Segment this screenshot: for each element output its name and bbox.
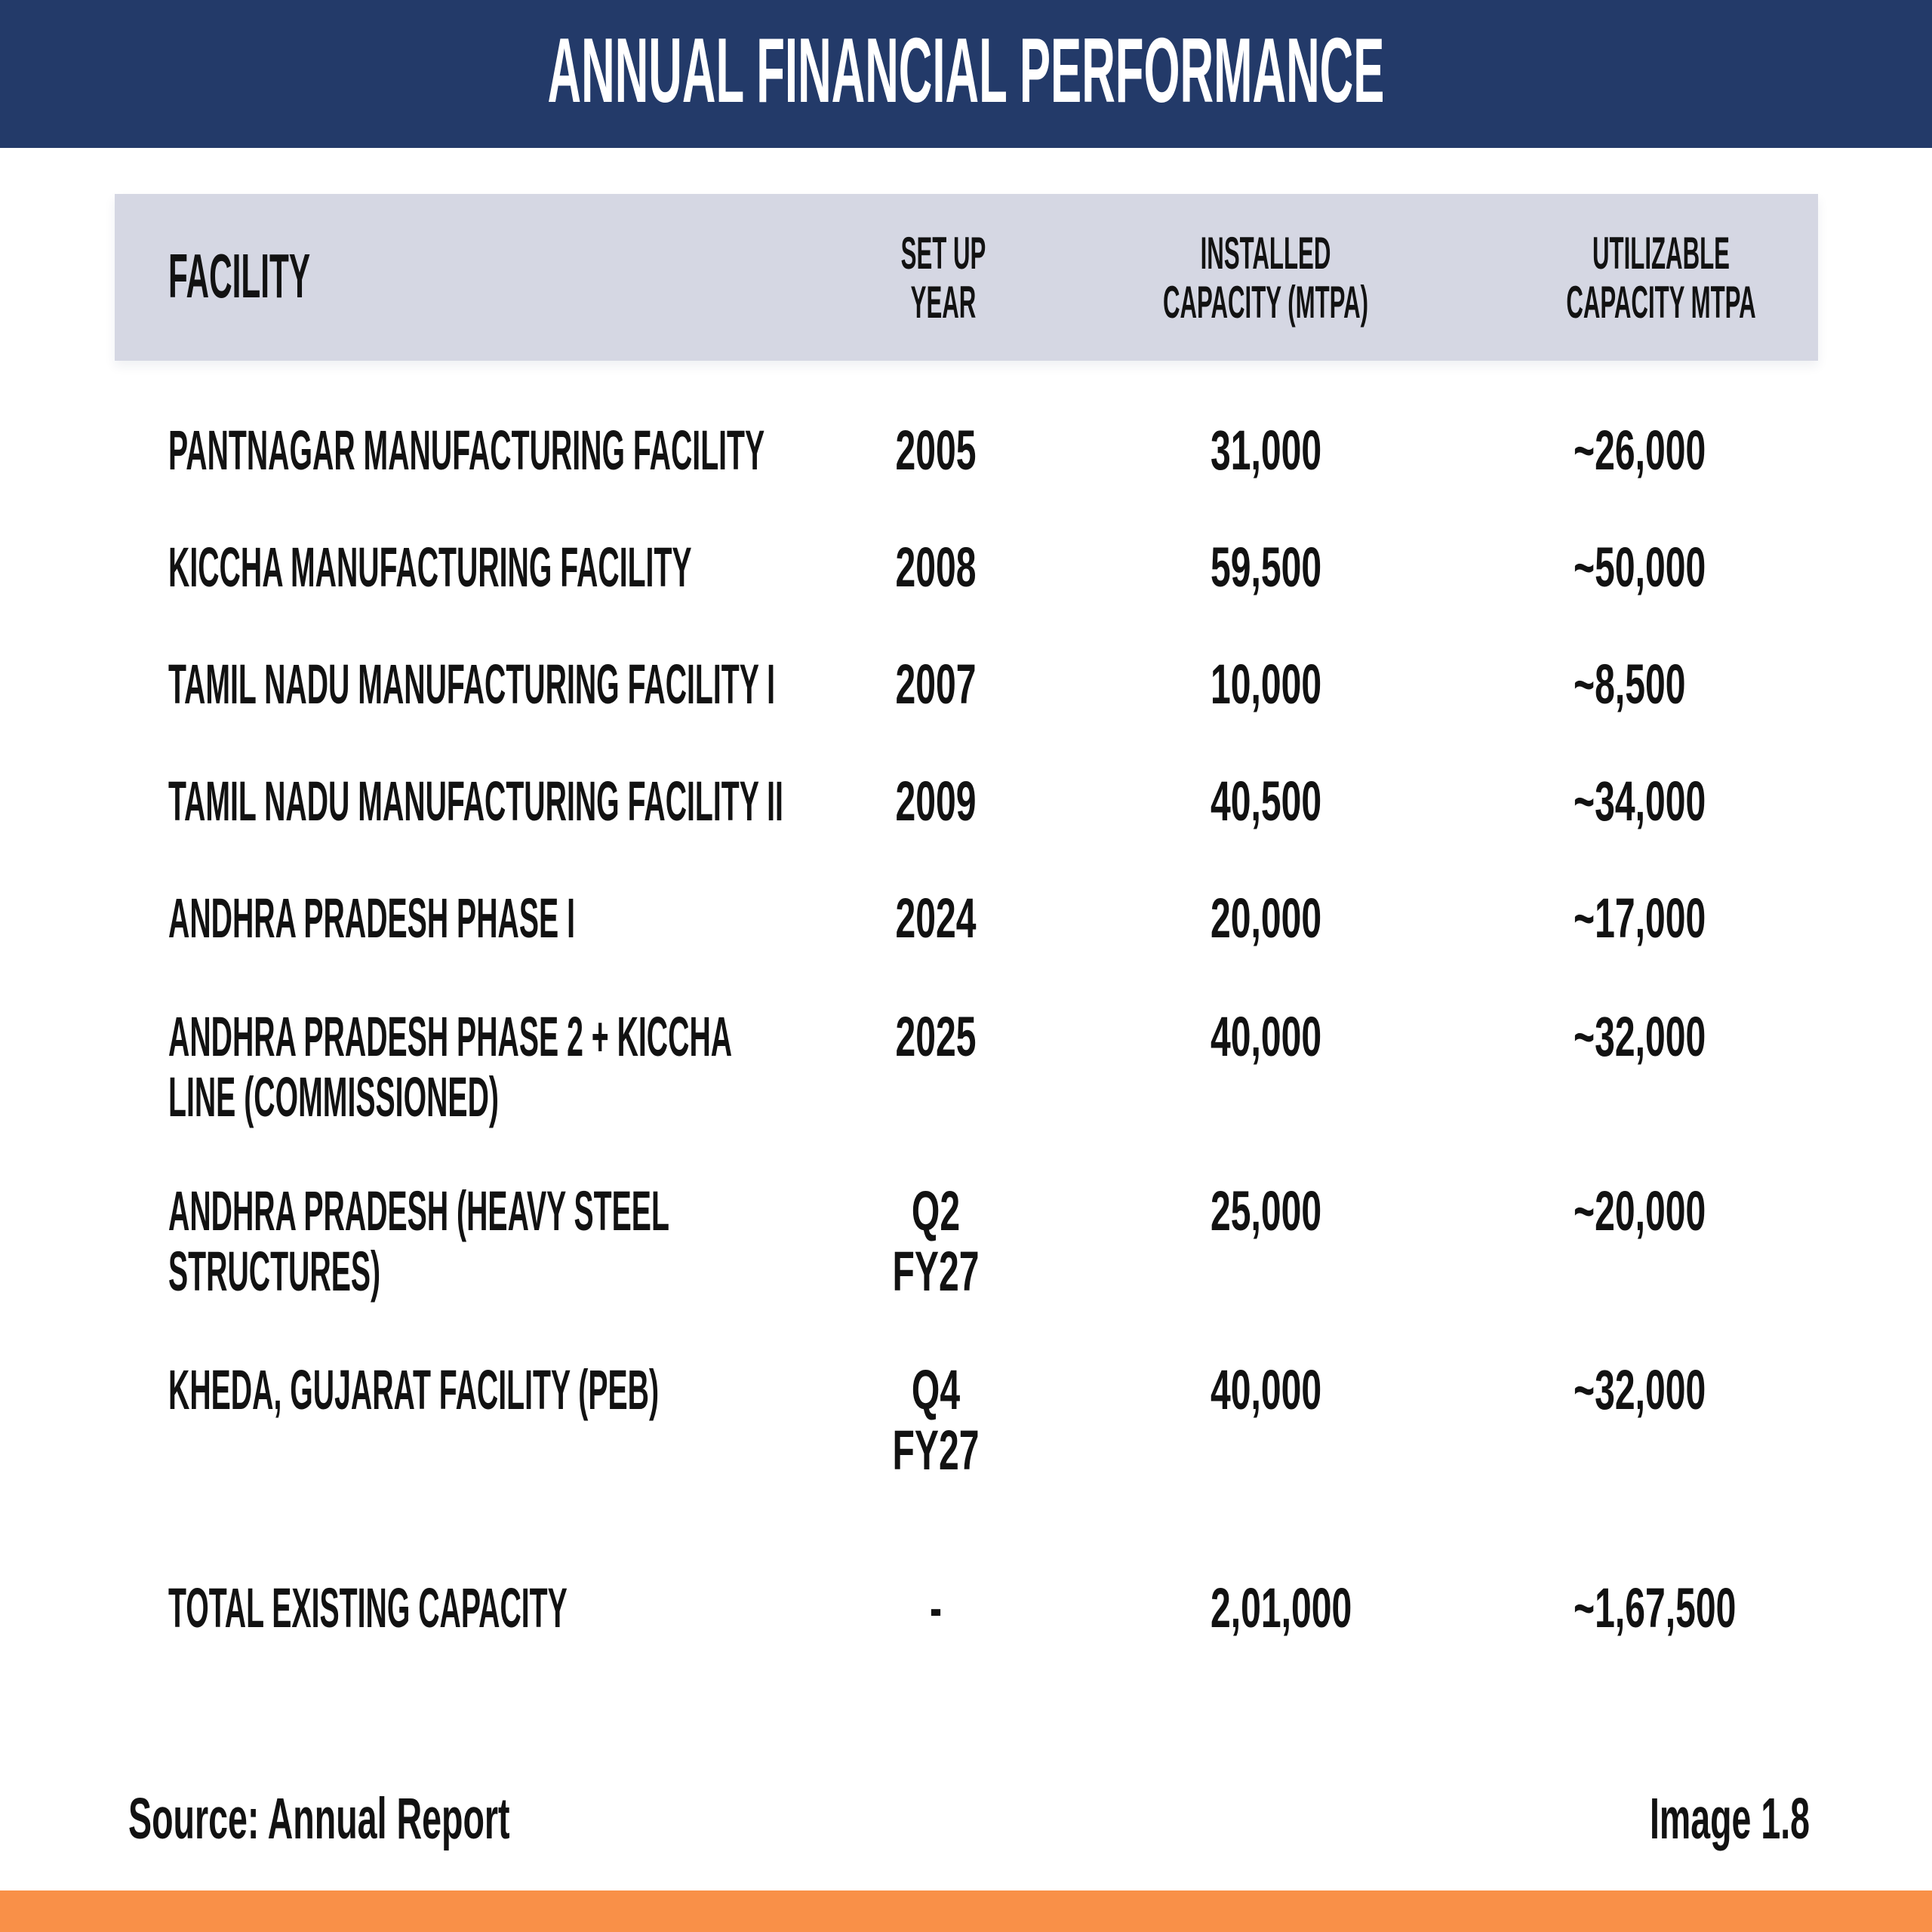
column-header-utilizable-capacity: UTILIZABLE CAPACITY MTPA (1566, 229, 1755, 327)
setup-year-cell: Q4 FY27 (893, 1360, 980, 1481)
cell-line: Q2 (911, 1180, 961, 1242)
setup-year-cell: 2008 (895, 537, 976, 598)
cell-line: TAMIL NADU MANUFACTURING FACILITY II (168, 770, 783, 832)
installed-capacity-cell: 31,000 (1211, 419, 1322, 481)
column-header-line: INSTALLED (1200, 228, 1331, 278)
column-header-line: YEAR (910, 277, 977, 328)
cell-line: ANDHRA PRADESH (HEAVY STEEL (168, 1180, 669, 1242)
cell-line: Q4 (911, 1358, 961, 1421)
installed-capacity-cell: 2,01,000 (1211, 1577, 1352, 1639)
installed-capacity-cell: 25,000 (1211, 1180, 1322, 1242)
utilizable-capacity-cell: ~50,000 (1574, 536, 1706, 598)
setup-year-cell: 2009 (895, 771, 976, 832)
facility-cell: PANTNAGAR MANUFACTURING FACILITY (168, 420, 764, 481)
utilizable-capacity-cell: ~1,67,500 (1574, 1577, 1737, 1639)
utilizable-capacity-cell: ~26,000 (1574, 419, 1706, 481)
setup-year-cell: 2007 (895, 654, 976, 715)
utilizable-capacity-cell: ~32,000 (1574, 1358, 1706, 1421)
column-header-facility: FACILITY (168, 241, 311, 311)
facility-cell: TAMIL NADU MANUFACTURING FACILITY I (168, 654, 775, 715)
cell-line: KHEDA, GUJARAT FACILITY (PEB) (168, 1358, 660, 1421)
utilizable-capacity-cell: ~8,500 (1574, 653, 1686, 715)
cell-line: 2005 (895, 419, 977, 481)
facility-cell: KICCHA MANUFACTURING FACILITY (168, 537, 692, 598)
image-label: Image 1.8 (1650, 1786, 1810, 1851)
setup-year-cell: 2024 (895, 888, 976, 949)
column-header-setup-year: SET UP YEAR (901, 229, 986, 327)
cell-line: TOTAL EXISTING CAPACITY (168, 1577, 568, 1639)
utilizable-capacity-cell: ~20,000 (1574, 1180, 1706, 1242)
facility-cell: TAMIL NADU MANUFACTURING FACILITY II (168, 771, 783, 832)
setup-year-cell: 2025 (895, 1007, 976, 1067)
cell-line: ANDHRA PRADESH PHASE I (168, 887, 575, 949)
page-title: ANNUAL FINANCIAL PERFORMANCE (547, 19, 1385, 122)
installed-capacity-cell: 40,000 (1211, 1358, 1322, 1421)
installed-capacity-cell: 59,500 (1211, 536, 1322, 598)
column-header-installed-capacity: INSTALLED CAPACITY (MTPA) (1163, 229, 1368, 327)
cell-line: KICCHA MANUFACTURING FACILITY (168, 536, 692, 598)
cell-line: ANDHRA PRADESH PHASE 2 + KICCHA (168, 1005, 733, 1068)
title-bar: ANNUAL FINANCIAL PERFORMANCE (0, 0, 1932, 148)
installed-capacity-cell: 40,000 (1211, 1005, 1322, 1068)
source-note: Source: Annual Report (128, 1786, 510, 1851)
cell-line: STRUCTURES) (168, 1240, 381, 1303)
utilizable-capacity-cell: ~32,000 (1574, 1005, 1706, 1068)
facility-cell: TOTAL EXISTING CAPACITY (168, 1578, 568, 1638)
setup-year-cell: 2005 (895, 420, 976, 481)
setup-year-cell: - (930, 1578, 942, 1638)
cell-line: PANTNAGAR MANUFACTURING FACILITY (168, 419, 765, 481)
cell-line: 2024 (895, 887, 977, 949)
facility-cell: ANDHRA PRADESH (HEAVY STEEL STRUCTURES) (168, 1181, 669, 1302)
table-header-band: FACILITY SET UP YEAR INSTALLED CAPACITY … (115, 194, 1818, 361)
cell-line: FY27 (892, 1419, 980, 1481)
cell-line: - (929, 1577, 943, 1639)
bottom-accent-bar (0, 1890, 1932, 1932)
column-header-line: SET UP (900, 228, 986, 278)
cell-line: 2007 (895, 653, 977, 715)
cell-line: FY27 (892, 1240, 980, 1303)
facility-cell: ANDHRA PRADESH PHASE I (168, 888, 575, 949)
setup-year-cell: Q2 FY27 (893, 1181, 980, 1302)
column-header-line: CAPACITY (MTPA) (1162, 277, 1369, 328)
column-header-line: UTILIZABLE (1592, 228, 1730, 278)
installed-capacity-cell: 10,000 (1211, 653, 1322, 715)
installed-capacity-cell: 40,500 (1211, 770, 1322, 832)
facility-cell: ANDHRA PRADESH PHASE 2 + KICCHA LINE (COM… (168, 1007, 732, 1128)
cell-line: TAMIL NADU MANUFACTURING FACILITY I (168, 653, 775, 715)
utilizable-capacity-cell: ~34,000 (1574, 770, 1706, 832)
cell-line: 2025 (895, 1005, 977, 1068)
utilizable-capacity-cell: ~17,000 (1574, 887, 1706, 949)
cell-line: 2008 (895, 536, 977, 598)
installed-capacity-cell: 20,000 (1211, 887, 1322, 949)
facility-cell: KHEDA, GUJARAT FACILITY (PEB) (168, 1360, 659, 1420)
cell-line: LINE (COMMISSIONED) (168, 1066, 499, 1128)
cell-line: 2009 (895, 770, 977, 832)
column-header-line: CAPACITY MTPA (1566, 277, 1756, 328)
